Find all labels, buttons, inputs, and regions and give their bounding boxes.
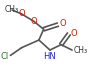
Text: Cl: Cl: [1, 52, 9, 61]
Text: CH₃: CH₃: [74, 46, 88, 55]
Text: O: O: [31, 17, 37, 26]
Text: O: O: [59, 19, 66, 28]
Text: CH₃: CH₃: [5, 5, 19, 14]
Text: O: O: [18, 9, 25, 18]
Text: HN: HN: [43, 52, 56, 61]
Text: O: O: [70, 29, 77, 38]
